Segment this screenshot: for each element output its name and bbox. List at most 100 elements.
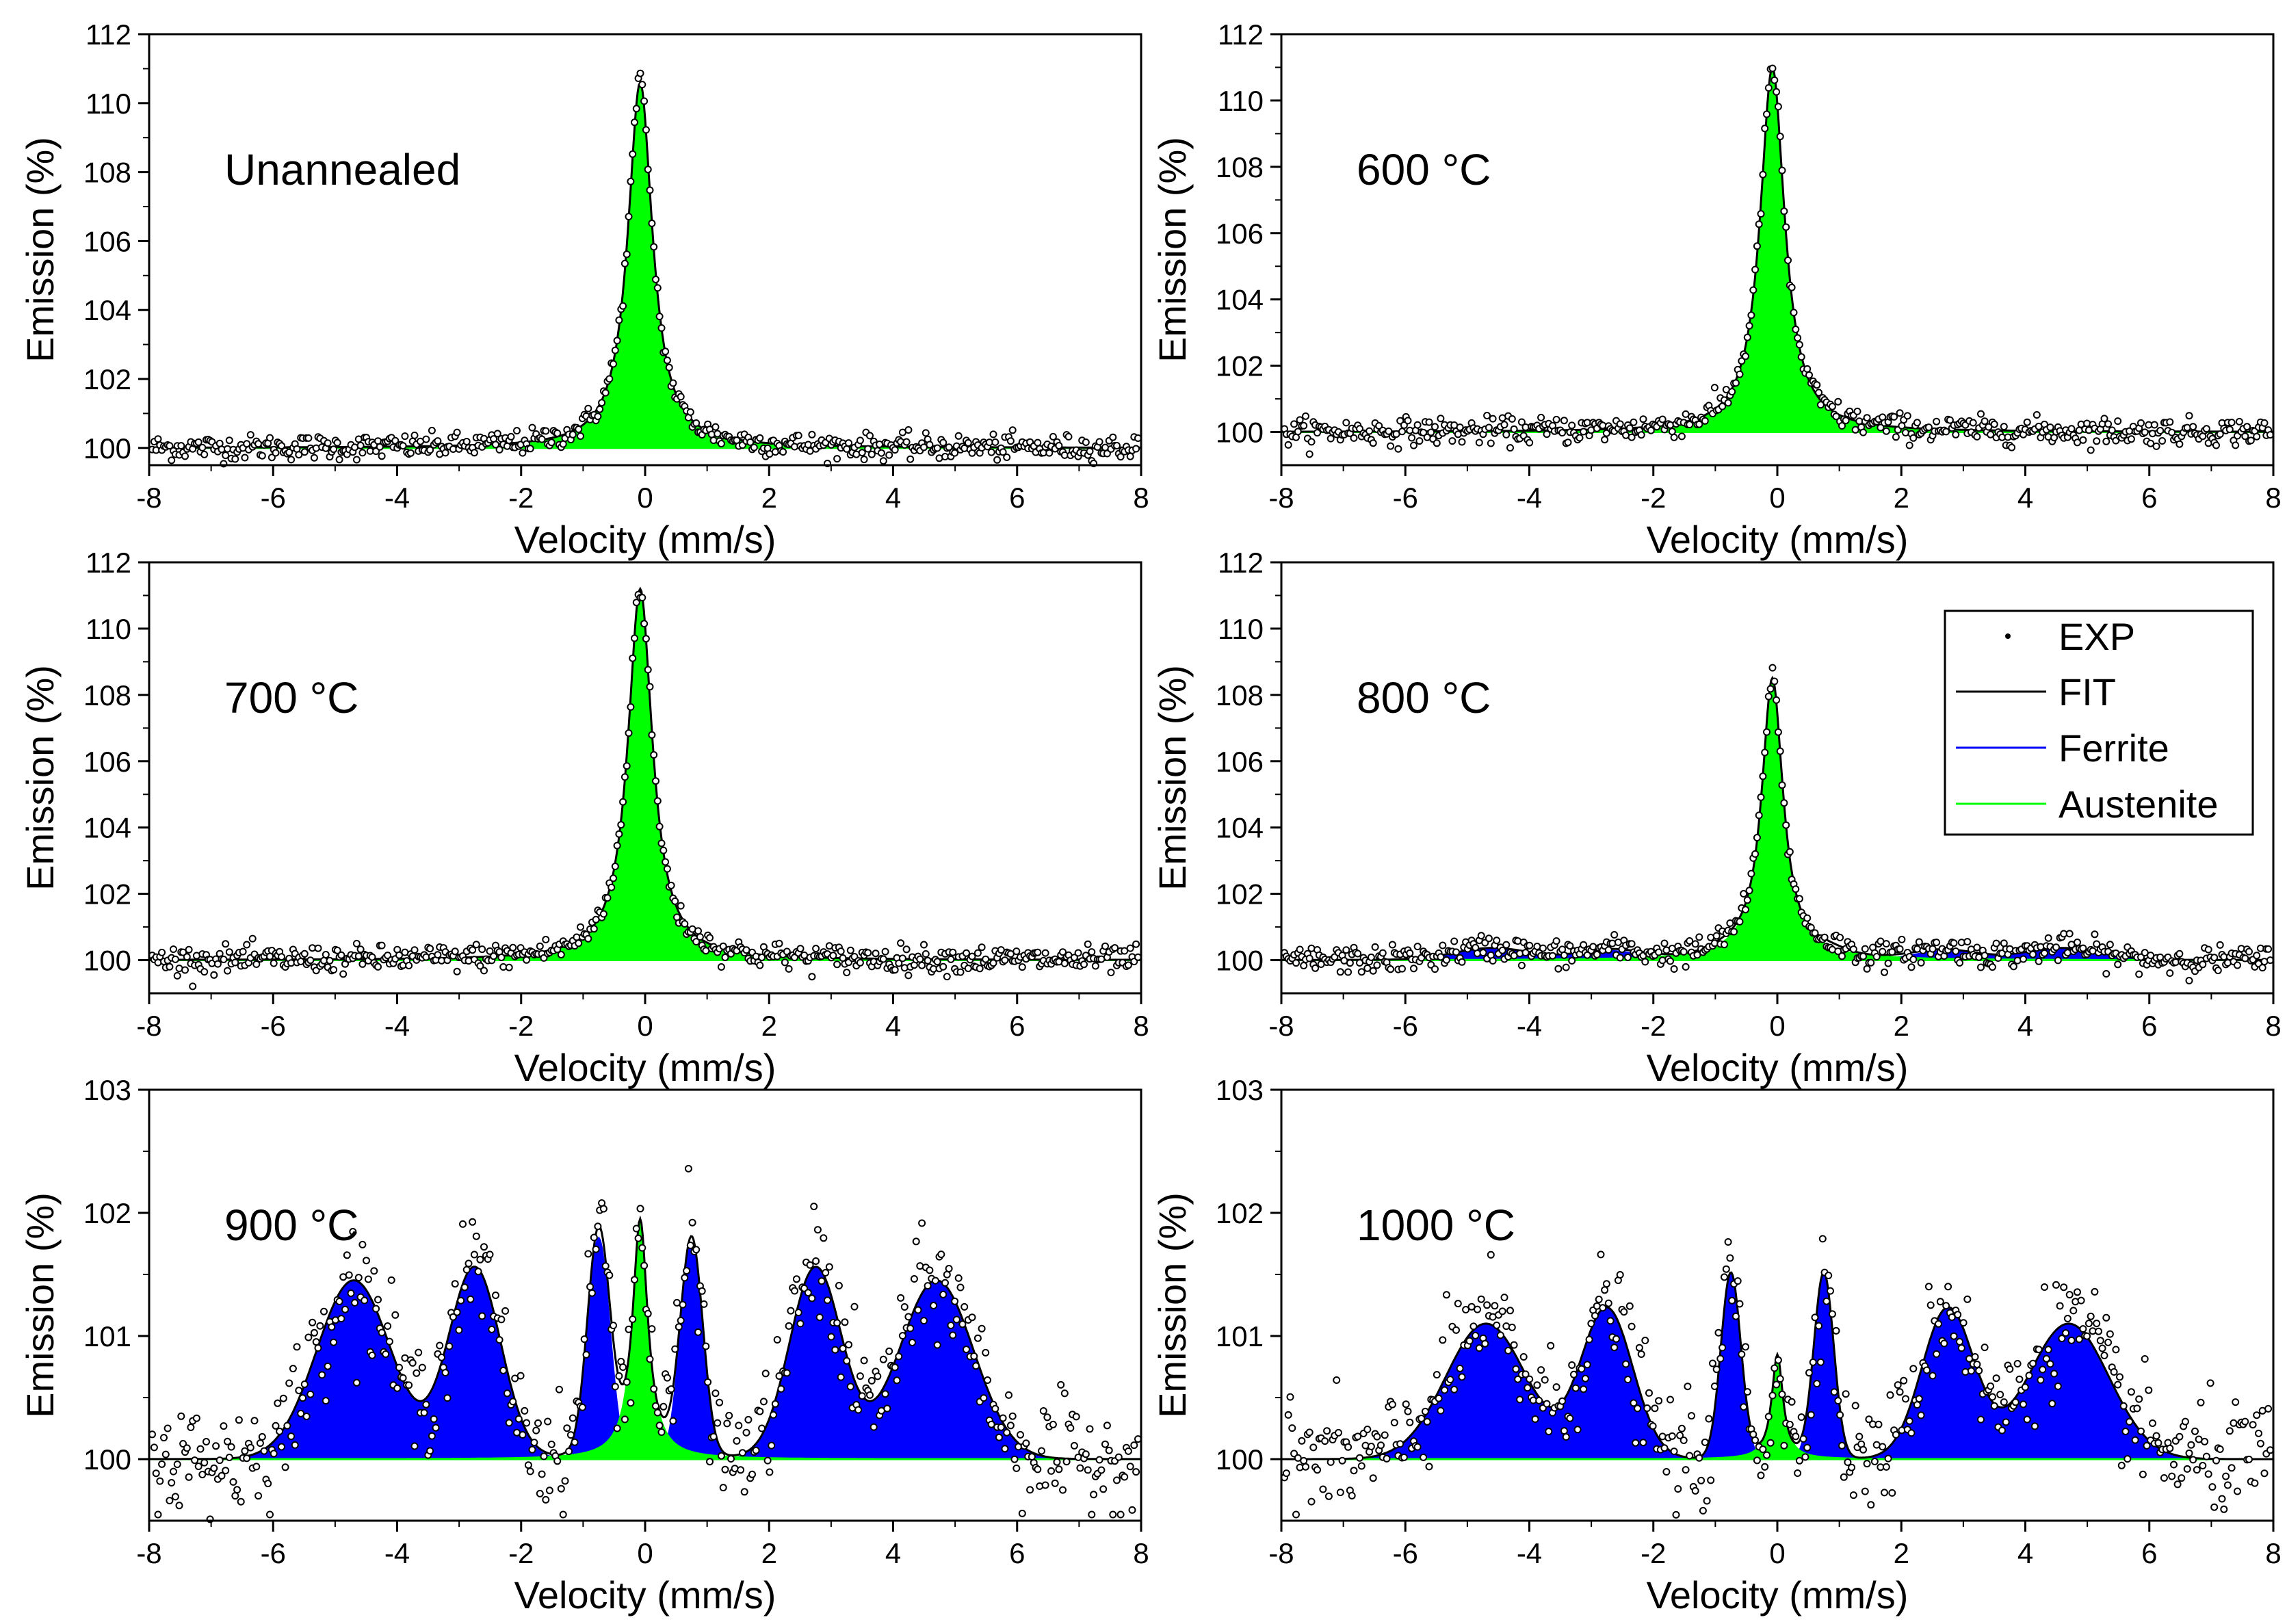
exp-point xyxy=(831,1346,839,1354)
exp-point xyxy=(2000,1398,2008,1406)
exp-point xyxy=(445,1342,454,1350)
exp-point xyxy=(200,450,209,458)
exp-point xyxy=(1282,1469,1290,1478)
exp-point xyxy=(592,1245,600,1253)
y-tick-label: 102 xyxy=(83,363,131,395)
exp-point xyxy=(1929,945,1937,953)
exp-point xyxy=(495,1336,504,1344)
exp-point xyxy=(2232,1398,2240,1406)
exp-point xyxy=(1813,1380,1821,1388)
exp-point xyxy=(1747,869,1755,878)
exp-point xyxy=(2199,1462,2207,1469)
y-tick-label: 102 xyxy=(1216,878,1264,911)
exp-point xyxy=(356,945,365,954)
exp-point xyxy=(1369,967,1377,975)
exp-point xyxy=(659,846,668,854)
exp-point xyxy=(991,1404,999,1413)
exp-point xyxy=(222,1467,230,1475)
exp-point xyxy=(2083,1332,2091,1340)
y-tick-label: 104 xyxy=(83,294,131,326)
y-tick-label: 110 xyxy=(1218,613,1264,645)
exp-point xyxy=(2102,437,2110,445)
exp-point xyxy=(1707,1476,1715,1484)
exp-point xyxy=(750,443,758,451)
exp-point xyxy=(623,250,631,259)
exp-point xyxy=(185,1473,193,1481)
exp-point xyxy=(1439,941,1447,949)
exp-point xyxy=(1942,428,1950,436)
exp-point xyxy=(652,276,659,283)
exp-point xyxy=(791,1287,798,1295)
exp-point xyxy=(1508,415,1516,423)
y-axis-label: Emission (%) xyxy=(18,137,62,363)
exp-point xyxy=(1780,799,1788,807)
exp-point xyxy=(898,1332,906,1340)
exp-point xyxy=(700,1300,708,1308)
exp-point xyxy=(2183,1465,2191,1473)
x-tick-label: -6 xyxy=(261,1010,286,1042)
exp-point xyxy=(2181,1417,2189,1426)
exp-point xyxy=(495,445,504,454)
exp-point xyxy=(1667,421,1674,429)
exp-point xyxy=(1832,1326,1840,1335)
exp-point xyxy=(2126,1417,2134,1426)
x-tick-label: -8 xyxy=(136,482,161,514)
exp-point xyxy=(428,426,436,434)
exp-point xyxy=(675,1323,683,1331)
exp-point xyxy=(451,947,459,956)
exp-point xyxy=(1655,948,1663,956)
exp-point xyxy=(812,1257,820,1265)
exp-point xyxy=(285,448,293,456)
exp-point xyxy=(575,425,583,433)
exp-point xyxy=(2085,1320,2093,1328)
exp-point xyxy=(557,951,565,958)
exp-point xyxy=(1483,1301,1491,1309)
panels: -8 -6 -4 -2 0 2 4 6 8100102104106108110112Veloci… xyxy=(18,18,2282,1616)
exp-point xyxy=(843,969,851,977)
exp-point xyxy=(393,1384,402,1392)
exp-point xyxy=(872,949,880,958)
exp-point xyxy=(956,1283,965,1292)
exp-point xyxy=(688,1218,696,1227)
exp-point xyxy=(1909,956,1918,963)
exp-point xyxy=(605,1271,614,1279)
exp-point xyxy=(1346,959,1354,967)
exp-point xyxy=(1828,402,1836,410)
exp-point xyxy=(545,1487,553,1495)
exp-point xyxy=(1815,1322,1823,1330)
panel-title: 700 °C xyxy=(224,673,358,722)
exp-point xyxy=(241,454,249,462)
exp-point xyxy=(997,1423,1005,1431)
exp-point xyxy=(1541,1376,1549,1384)
exp-point xyxy=(982,1348,990,1357)
exp-point xyxy=(818,1277,826,1285)
exp-point xyxy=(642,126,650,134)
x-axis-label: Velocity (mm/s) xyxy=(514,1573,776,1616)
exp-point xyxy=(2145,1386,2153,1394)
exp-point xyxy=(895,959,903,967)
exp-point xyxy=(2102,1313,2110,1322)
exp-point xyxy=(1655,1397,1663,1405)
exp-point xyxy=(401,432,409,441)
exp-point xyxy=(395,1363,403,1372)
exp-point xyxy=(2241,432,2249,441)
exp-point xyxy=(1759,1445,1767,1454)
exp-point xyxy=(1710,1383,1718,1390)
exp-point xyxy=(569,1414,577,1422)
exp-point xyxy=(192,1414,200,1422)
exp-point xyxy=(1790,309,1798,317)
exp-point xyxy=(1500,1294,1508,1302)
exp-point xyxy=(1448,437,1456,445)
exp-point xyxy=(1917,958,1925,967)
exp-point xyxy=(601,1262,610,1270)
exp-point xyxy=(1712,932,1721,940)
exp-point xyxy=(300,1380,309,1388)
exp-point xyxy=(742,1428,750,1437)
exp-point xyxy=(958,1320,967,1328)
exp-point xyxy=(1803,1443,1812,1452)
exp-point xyxy=(2199,960,2207,969)
exp-point xyxy=(1413,1443,1422,1451)
exp-point xyxy=(584,404,592,412)
exp-point xyxy=(1305,954,1314,962)
exp-point xyxy=(2039,1365,2047,1374)
